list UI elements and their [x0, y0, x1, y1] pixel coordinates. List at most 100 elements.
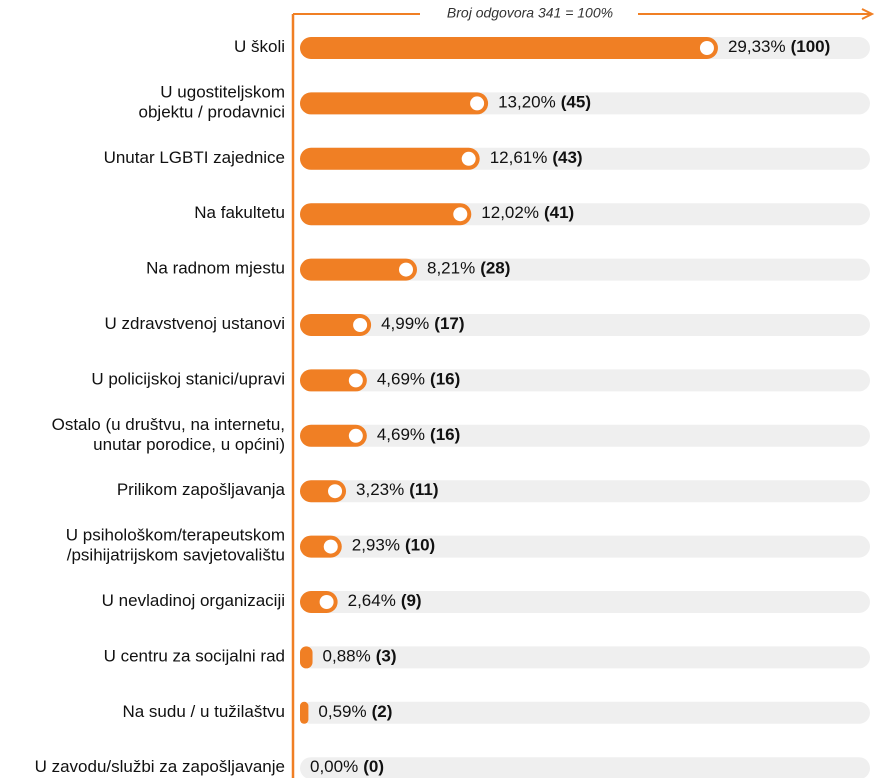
category-line: U psihološkom/terapeutskom: [66, 526, 285, 545]
category-line: U policijskoj stanici/upravi: [91, 370, 285, 389]
category-line: Na radnom mjestu: [146, 259, 285, 278]
bar-dot: [319, 595, 334, 609]
value-label: 29,33% (100): [728, 37, 830, 56]
category-label: Na radnom mjestu: [146, 259, 285, 278]
category-line: U zavodu/službi za zapošljavanje: [35, 758, 285, 777]
value-count: (16): [430, 370, 460, 389]
bar-dot: [328, 484, 343, 499]
value-percent: 0,59%: [318, 702, 366, 721]
category-line: objektu / prodavnici: [139, 103, 285, 122]
track: [300, 701, 870, 724]
category-label: U zavodu/službi za zapošljavanje: [35, 758, 285, 777]
value-count: (17): [434, 314, 464, 333]
category-label: Prilikom zapošljavanja: [117, 481, 286, 500]
value-count: (45): [561, 93, 591, 112]
bar: [300, 646, 313, 669]
category-line: U centru za socijalni rad: [104, 647, 285, 666]
value-label: 2,93% (10): [352, 536, 435, 555]
value-count: (100): [791, 37, 831, 56]
bar: [300, 258, 417, 281]
bar-dot: [699, 41, 714, 55]
track: [300, 314, 870, 336]
value-percent: 3,23%: [356, 481, 404, 500]
category-line: U ugostiteljskom: [160, 83, 285, 102]
bar: [300, 37, 718, 59]
bar: [300, 203, 472, 226]
value-label: 0,00% (0): [310, 758, 384, 777]
annotation: Broj odgovora 341 = 100%: [447, 5, 613, 21]
value-label: 2,64% (9): [348, 591, 422, 610]
value-count: (11): [409, 481, 438, 500]
value-count: (0): [363, 758, 384, 777]
category-line: Unutar LGBTI zajednice: [104, 148, 285, 167]
bar-dot: [461, 151, 476, 166]
value-label: 0,59% (2): [318, 702, 392, 721]
track: [300, 480, 870, 503]
value-label: 4,99% (17): [381, 314, 464, 333]
value-count: (10): [405, 536, 435, 555]
category-line: Ostalo (u društvu, na internetu,: [52, 415, 285, 434]
track: [300, 591, 870, 613]
value-percent: 29,33%: [728, 37, 786, 56]
bar-dot: [398, 262, 413, 277]
track: [300, 646, 870, 669]
value-label: 4,69% (16): [377, 425, 460, 444]
value-label: 3,23% (11): [356, 481, 439, 500]
value-percent: 2,93%: [352, 536, 400, 555]
value-percent: 12,02%: [481, 204, 539, 223]
bar: [300, 92, 489, 115]
value-count: (2): [372, 702, 393, 721]
category-label: Na fakultetu: [194, 204, 285, 223]
bar-dot: [348, 373, 363, 388]
bar: [300, 701, 309, 724]
value-percent: 0,88%: [323, 647, 371, 666]
category-line: Prilikom zapošljavanja: [117, 481, 286, 500]
value-percent: 8,21%: [427, 259, 475, 278]
track: [300, 258, 870, 281]
category-label: U nevladinoj organizaciji: [102, 591, 285, 610]
value-count: (16): [430, 425, 460, 444]
value-percent: 0,00%: [310, 758, 358, 777]
bar-dot: [453, 207, 468, 222]
value-percent: 13,20%: [498, 93, 556, 112]
category-label: U centru za socijalni rad: [104, 647, 285, 666]
bar: [300, 369, 367, 392]
value-count: (3): [376, 647, 397, 666]
category-line: unutar porodice, u općini): [93, 435, 285, 454]
category-line: /psihijatrijskom savjetovalištu: [67, 546, 285, 565]
bar-dot: [353, 318, 368, 332]
track: [300, 424, 870, 447]
bar-dot: [348, 428, 363, 443]
value-label: 8,21% (28): [427, 259, 510, 278]
value-label: 4,69% (16): [377, 370, 460, 389]
category-label: U ugostiteljskom objektu / prodavnici: [139, 83, 285, 122]
value-label: 12,02% (41): [481, 204, 574, 223]
category-label: U policijskoj stanici/upravi: [91, 370, 285, 389]
category-label: U zdravstvenoj ustanovi: [105, 314, 285, 333]
value-label: 12,61% (43): [490, 148, 583, 167]
category-label: U školi: [234, 37, 285, 56]
category-line: Na sudu / u tužilaštvu: [122, 702, 285, 721]
bar-dot: [323, 539, 338, 554]
bar-dot: [470, 96, 485, 111]
value-percent: 4,99%: [381, 314, 429, 333]
value-percent: 12,61%: [490, 148, 548, 167]
value-percent: 2,64%: [348, 591, 396, 610]
bar: [300, 424, 367, 447]
value-percent: 4,69%: [377, 370, 425, 389]
value-label: 13,20% (45): [498, 93, 591, 112]
value-count: (28): [480, 259, 510, 278]
category-line: Na fakultetu: [194, 204, 285, 223]
bar: [300, 147, 480, 170]
category-label: U psihološkom/terapeutskom/psihijatrijsk…: [66, 526, 285, 565]
value-count: (43): [552, 148, 582, 167]
bar: [300, 314, 372, 336]
value-count: (41): [544, 204, 574, 223]
category-line: U školi: [234, 37, 285, 56]
track: [300, 369, 870, 392]
track: [300, 757, 870, 780]
category-label: Ostalo (u društvu, na internetu, unutar p…: [52, 415, 285, 454]
category-line: U nevladinoj organizaciji: [102, 591, 285, 610]
value-label: 0,88% (3): [323, 647, 397, 666]
